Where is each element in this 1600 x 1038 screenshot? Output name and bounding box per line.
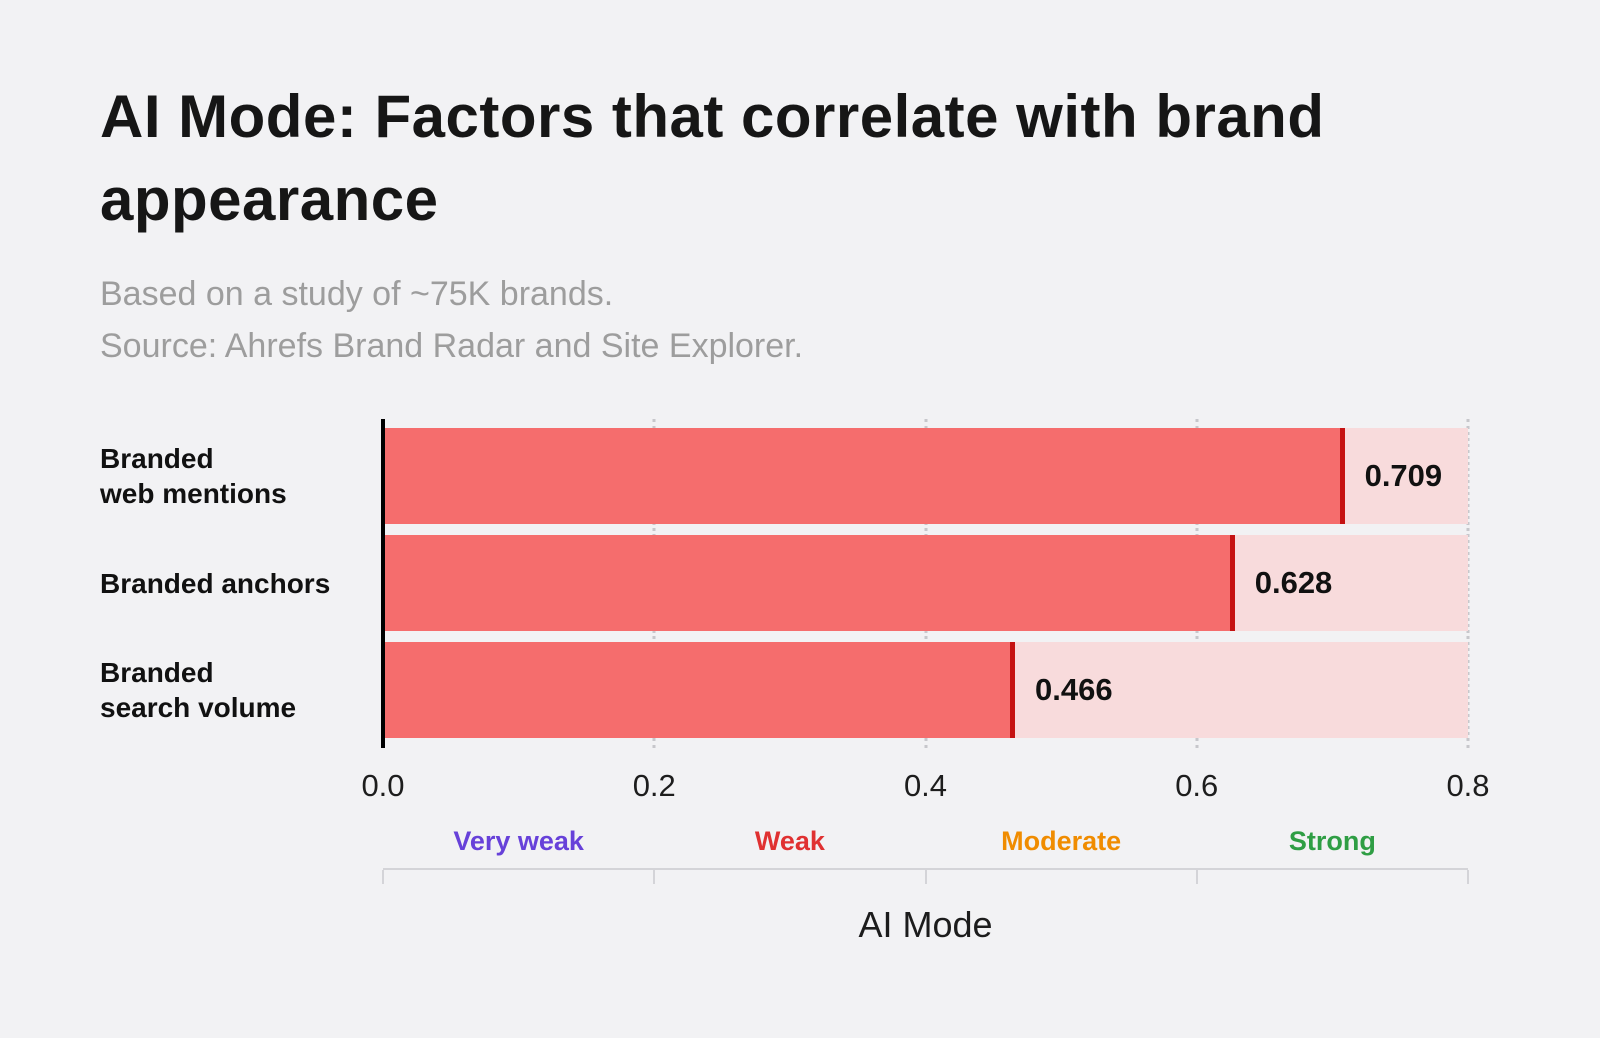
chart-title: AI Mode: Factors that correlate with bra… <box>100 83 1325 233</box>
ruler-tick <box>1195 869 1198 884</box>
bar-track: 0.709 <box>383 428 1468 525</box>
chart-subtitle-line-2: Source: Ahrefs Brand Radar and Site Expl… <box>100 327 804 366</box>
category-label: Branded search volume <box>100 656 297 724</box>
x-axis-title: AI Mode <box>858 903 993 945</box>
x-tick-label: 0.2 <box>632 767 676 803</box>
bar-row: Branded search volume 0.466 <box>100 637 1500 744</box>
category-label: Branded anchors <box>100 567 331 599</box>
x-tick-label: 0.8 <box>1446 767 1490 803</box>
value-label: 0.466 <box>1035 672 1113 708</box>
strength-band-label: Strong <box>1288 825 1376 856</box>
y-axis-line <box>381 418 385 748</box>
ruler-tick <box>382 869 384 884</box>
bar-rows: Branded web mentions 0.709 Branded anchors… <box>100 418 1500 748</box>
chart-subtitle-block: Based on a study of ~75K brands. Source:… <box>100 268 1500 373</box>
strength-labels: Very weak Weak Moderate Strong <box>383 826 1468 862</box>
value-label: 0.628 <box>1254 565 1333 601</box>
gridline <box>1466 418 1470 748</box>
strength-scale: Very weak Weak Moderate Strong <box>382 826 1469 886</box>
x-tick-label: 0.0 <box>361 767 405 803</box>
ruler-tick <box>653 869 656 884</box>
bar-fill <box>383 428 1345 525</box>
bar-fill <box>383 535 1235 632</box>
bar-chart: Branded web mentions 0.709 Branded anchors… <box>100 418 1500 946</box>
strength-band-label: Moderate <box>1001 825 1122 856</box>
strength-band-label: Very weak <box>453 825 584 856</box>
x-axis-ticks: 0.0 0.2 0.4 0.6 0.8 <box>361 767 1489 806</box>
bar-row: Branded anchors 0.628 <box>100 530 1500 637</box>
bar-track: 0.628 <box>383 535 1468 632</box>
ruler-tick <box>1467 869 1469 884</box>
ruler-tick <box>924 869 927 884</box>
bar-track: 0.466 <box>383 642 1468 739</box>
bar-row: Branded web mentions 0.709 <box>100 423 1500 530</box>
category-label: Branded web mentions <box>100 442 287 510</box>
value-label: 0.709 <box>1364 458 1443 494</box>
x-tick-label: 0.4 <box>903 767 948 803</box>
bar-fill <box>383 642 1015 739</box>
strength-band-label: Weak <box>754 825 825 856</box>
chart-subtitle-line-1: Based on a study of ~75K brands. <box>100 274 614 313</box>
x-tick-label: 0.6 <box>1175 767 1219 803</box>
strength-ruler <box>382 867 1469 886</box>
